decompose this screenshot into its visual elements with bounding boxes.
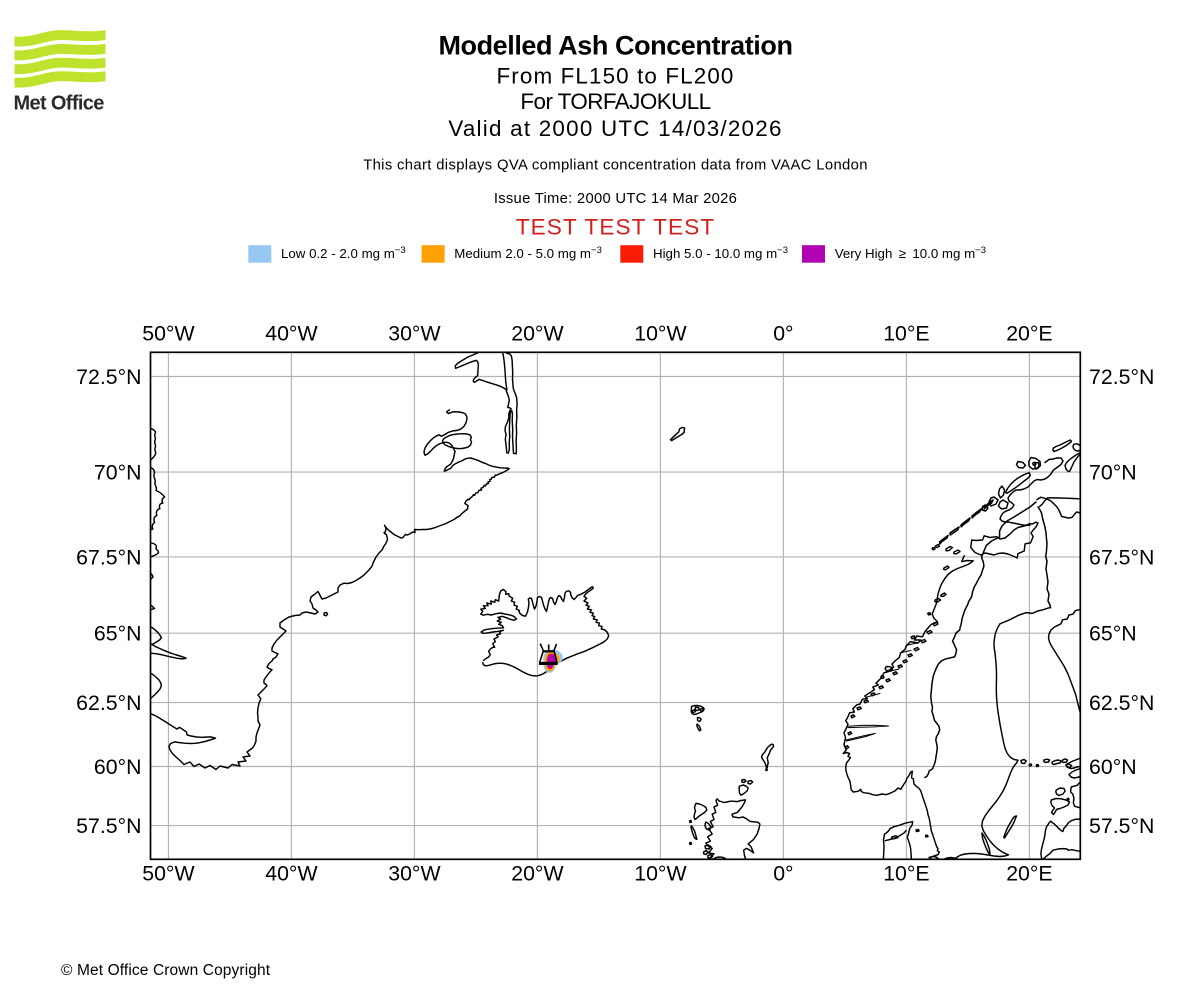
svg-text:10°E: 10°E — [883, 321, 929, 345]
svg-text:For TORFAJOKULL: For TORFAJOKULL — [520, 89, 710, 114]
svg-text:65°N: 65°N — [1089, 622, 1137, 646]
svg-text:72.5°N: 72.5°N — [76, 365, 141, 389]
svg-text:50°W: 50°W — [142, 321, 195, 345]
svg-text:0°: 0° — [773, 321, 793, 345]
svg-text:40°W: 40°W — [265, 321, 318, 345]
svg-text:57.5°N: 57.5°N — [1089, 814, 1154, 838]
svg-text:Medium 2.0 - 5.0 mg m−3: Medium 2.0 - 5.0 mg m−3 — [454, 245, 602, 262]
svg-text:TEST TEST TEST: TEST TEST TEST — [516, 215, 716, 240]
svg-text:67.5°N: 67.5°N — [1089, 545, 1154, 569]
svg-text:62.5°N: 62.5°N — [1089, 691, 1154, 715]
svg-text:57.5°N: 57.5°N — [76, 814, 141, 838]
svg-text:Issue Time: 2000 UTC 14 Mar 20: Issue Time: 2000 UTC 14 Mar 2026 — [494, 191, 737, 207]
svg-text:0°: 0° — [773, 862, 793, 886]
svg-text:62.5°N: 62.5°N — [76, 691, 141, 715]
svg-text:67.5°N: 67.5°N — [76, 545, 141, 569]
svg-text:20°W: 20°W — [511, 862, 564, 886]
svg-text:© Met Office Crown Copyright: © Met Office Crown Copyright — [61, 962, 271, 979]
svg-text:Modelled Ash Concentration: Modelled Ash Concentration — [438, 31, 792, 61]
svg-text:60°N: 60°N — [94, 755, 142, 779]
svg-text:10°E: 10°E — [883, 862, 929, 886]
svg-text:72.5°N: 72.5°N — [1089, 365, 1154, 389]
svg-text:70°N: 70°N — [94, 461, 142, 485]
svg-text:Met Office: Met Office — [14, 93, 105, 115]
svg-text:20°W: 20°W — [511, 321, 564, 345]
svg-text:Low 0.2 - 2.0 mg m−3: Low 0.2 - 2.0 mg m−3 — [281, 245, 406, 262]
svg-text:Valid at 2000 UTC 14/03/2026: Valid at 2000 UTC 14/03/2026 — [448, 116, 782, 141]
svg-text:20°E: 20°E — [1006, 862, 1052, 886]
svg-text:30°W: 30°W — [388, 862, 441, 886]
svg-text:High 5.0 - 10.0 mg m−3: High 5.0 - 10.0 mg m−3 — [653, 245, 788, 262]
svg-text:10°W: 10°W — [634, 862, 687, 886]
svg-text:60°N: 60°N — [1089, 755, 1137, 779]
svg-text:10°W: 10°W — [634, 321, 687, 345]
svg-text:70°N: 70°N — [1089, 461, 1137, 485]
svg-text:40°W: 40°W — [265, 862, 318, 886]
svg-text:65°N: 65°N — [94, 622, 142, 646]
svg-text:This chart displays QVA compli: This chart displays QVA compliant concen… — [363, 158, 868, 174]
svg-text:50°W: 50°W — [142, 862, 195, 886]
svg-text:From FL150 to FL200: From FL150 to FL200 — [496, 64, 734, 89]
svg-text:Very High ≥ 10.0 mg m−3: Very High ≥ 10.0 mg m−3 — [835, 245, 986, 262]
svg-text:30°W: 30°W — [388, 321, 441, 345]
svg-text:20°E: 20°E — [1006, 321, 1052, 345]
